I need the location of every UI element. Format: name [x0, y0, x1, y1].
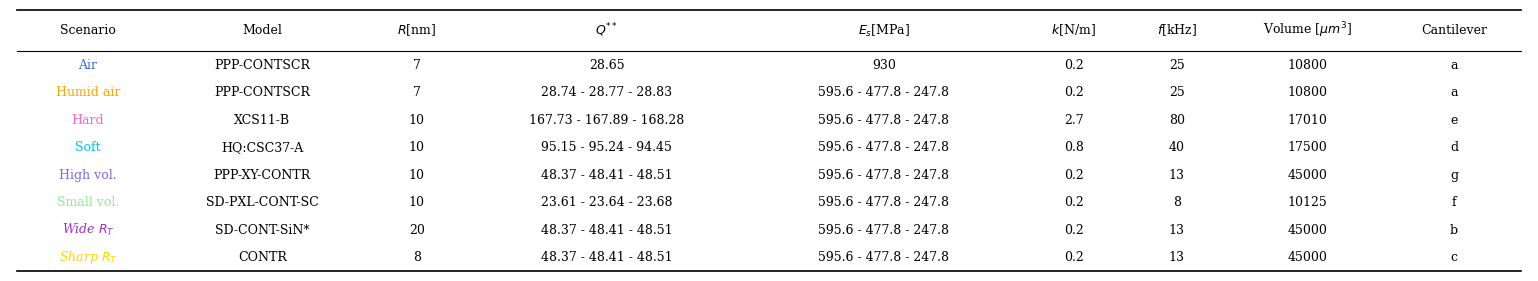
Text: 0.2: 0.2	[1064, 169, 1084, 182]
Text: 48.37 - 48.41 - 48.51: 48.37 - 48.41 - 48.51	[541, 169, 672, 182]
Text: 25: 25	[1169, 59, 1184, 72]
Text: $k$[N/m]: $k$[N/m]	[1052, 23, 1097, 38]
Text: 595.6 - 477.8 - 247.8: 595.6 - 477.8 - 247.8	[818, 196, 949, 209]
Text: 7: 7	[412, 86, 420, 99]
Text: 10800: 10800	[1287, 59, 1327, 72]
Text: PPP-XY-CONTR: PPP-XY-CONTR	[214, 169, 311, 182]
Text: Air: Air	[78, 59, 97, 72]
Text: 10: 10	[409, 196, 424, 209]
Text: 0.2: 0.2	[1064, 196, 1084, 209]
Text: Hard: Hard	[72, 114, 105, 127]
Text: SD-CONT-SiN*: SD-CONT-SiN*	[215, 224, 309, 237]
Text: XCS11-B: XCS11-B	[234, 114, 291, 127]
Text: $R$[nm]: $R$[nm]	[397, 23, 437, 38]
Text: 0.8: 0.8	[1064, 141, 1084, 154]
Text: 45000: 45000	[1287, 251, 1327, 264]
Text: 25: 25	[1169, 86, 1184, 99]
Text: 13: 13	[1169, 224, 1184, 237]
Text: $Q^{**}$: $Q^{**}$	[595, 22, 618, 39]
Text: 930: 930	[872, 59, 895, 72]
Text: 13: 13	[1169, 251, 1184, 264]
Text: 595.6 - 477.8 - 247.8: 595.6 - 477.8 - 247.8	[818, 169, 949, 182]
Text: 595.6 - 477.8 - 247.8: 595.6 - 477.8 - 247.8	[818, 224, 949, 237]
Text: 40: 40	[1169, 141, 1184, 154]
Text: g: g	[1450, 169, 1458, 182]
Text: 10: 10	[409, 169, 424, 182]
Text: Volume [$\mu m^3$]: Volume [$\mu m^3$]	[1263, 21, 1352, 40]
Text: Small vol.: Small vol.	[57, 196, 118, 209]
Text: 23.61 - 23.64 - 23.68: 23.61 - 23.64 - 23.68	[541, 196, 672, 209]
Text: 7: 7	[412, 59, 420, 72]
Text: $f$[kHz]: $f$[kHz]	[1157, 23, 1197, 38]
Text: 17010: 17010	[1287, 114, 1327, 127]
Text: e: e	[1450, 114, 1458, 127]
Text: b: b	[1450, 224, 1458, 237]
Text: PPP-CONTSCR: PPP-CONTSCR	[214, 86, 311, 99]
Text: 8: 8	[1173, 196, 1181, 209]
Text: HQ:CSC37-A: HQ:CSC37-A	[221, 141, 303, 154]
Text: Sharp $R_T$: Sharp $R_T$	[58, 249, 117, 266]
Text: SD-PXL-CONT-SC: SD-PXL-CONT-SC	[206, 196, 318, 209]
Text: CONTR: CONTR	[238, 251, 286, 264]
Text: $E_s$[MPa]: $E_s$[MPa]	[858, 22, 910, 39]
Text: Scenario: Scenario	[60, 24, 115, 37]
Text: c: c	[1450, 251, 1458, 264]
Text: 10800: 10800	[1287, 86, 1327, 99]
Text: 0.2: 0.2	[1064, 59, 1084, 72]
Text: Model: Model	[243, 24, 281, 37]
Text: f: f	[1452, 196, 1456, 209]
Text: Cantilever: Cantilever	[1421, 24, 1487, 37]
Text: 8: 8	[412, 251, 420, 264]
Text: 0.2: 0.2	[1064, 251, 1084, 264]
Text: Wide $R_T$: Wide $R_T$	[62, 222, 114, 238]
Text: 80: 80	[1169, 114, 1184, 127]
Text: 595.6 - 477.8 - 247.8: 595.6 - 477.8 - 247.8	[818, 114, 949, 127]
Text: 45000: 45000	[1287, 169, 1327, 182]
Text: Humid air: Humid air	[55, 86, 120, 99]
Text: 28.74 - 28.77 - 28.83: 28.74 - 28.77 - 28.83	[541, 86, 672, 99]
Text: 167.73 - 167.89 - 168.28: 167.73 - 167.89 - 168.28	[529, 114, 684, 127]
Text: 10125: 10125	[1287, 196, 1327, 209]
Text: a: a	[1450, 59, 1458, 72]
Text: PPP-CONTSCR: PPP-CONTSCR	[214, 59, 311, 72]
Text: 0.2: 0.2	[1064, 86, 1084, 99]
Text: 13: 13	[1169, 169, 1184, 182]
Text: Soft: Soft	[75, 141, 102, 154]
Text: a: a	[1450, 86, 1458, 99]
Text: High vol.: High vol.	[58, 169, 117, 182]
Text: 595.6 - 477.8 - 247.8: 595.6 - 477.8 - 247.8	[818, 141, 949, 154]
Text: 95.15 - 95.24 - 94.45: 95.15 - 95.24 - 94.45	[541, 141, 672, 154]
Text: 45000: 45000	[1287, 224, 1327, 237]
Text: 0.2: 0.2	[1064, 224, 1084, 237]
Text: 48.37 - 48.41 - 48.51: 48.37 - 48.41 - 48.51	[541, 224, 672, 237]
Text: 10: 10	[409, 141, 424, 154]
Text: 48.37 - 48.41 - 48.51: 48.37 - 48.41 - 48.51	[541, 251, 672, 264]
Text: 28.65: 28.65	[589, 59, 624, 72]
Text: 595.6 - 477.8 - 247.8: 595.6 - 477.8 - 247.8	[818, 86, 949, 99]
Text: 2.7: 2.7	[1064, 114, 1084, 127]
Text: 10: 10	[409, 114, 424, 127]
Text: d: d	[1450, 141, 1458, 154]
Text: 20: 20	[409, 224, 424, 237]
Text: 595.6 - 477.8 - 247.8: 595.6 - 477.8 - 247.8	[818, 251, 949, 264]
Text: 17500: 17500	[1287, 141, 1327, 154]
